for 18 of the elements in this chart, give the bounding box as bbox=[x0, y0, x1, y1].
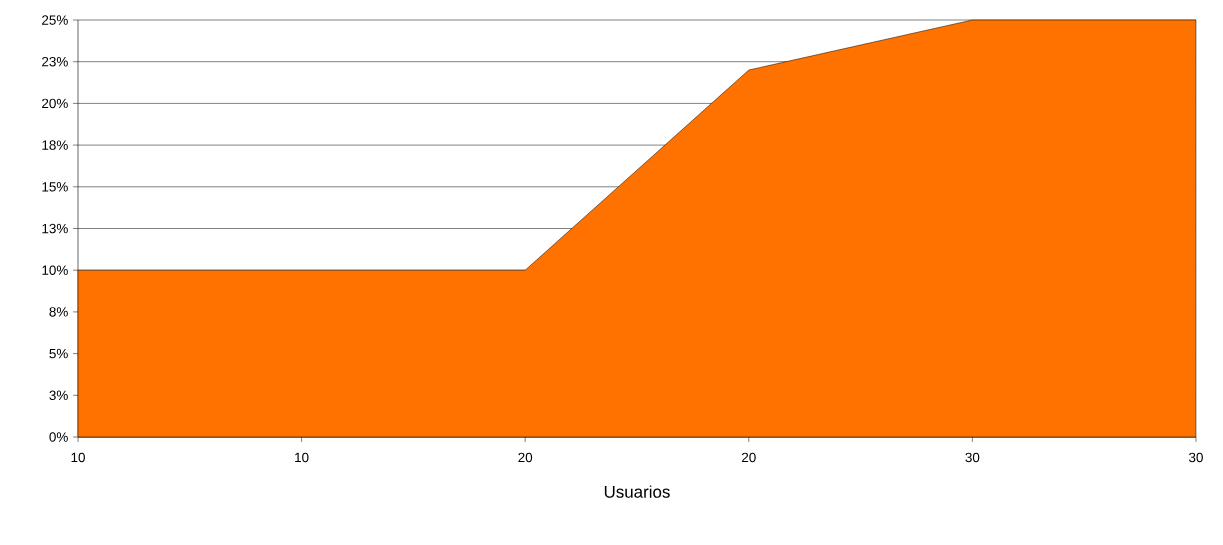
y-tick-label: 10% bbox=[42, 265, 68, 275]
y-tick-label: 8% bbox=[49, 307, 68, 317]
y-tick-label: 0% bbox=[49, 432, 68, 442]
x-tick-label: 30 bbox=[965, 452, 980, 463]
x-axis-title: Usuarios bbox=[604, 485, 670, 498]
y-tick-label: 20% bbox=[42, 98, 68, 109]
y-tick-label: 15% bbox=[42, 182, 68, 192]
x-tick-label: 30 bbox=[1188, 452, 1203, 463]
y-tick-label: 23% bbox=[42, 56, 68, 67]
y-tick-label: 18% bbox=[42, 140, 68, 150]
y-tick-label: 5% bbox=[49, 348, 68, 359]
y-tick-label: 25% bbox=[42, 15, 68, 25]
y-tick-label: 13% bbox=[42, 223, 68, 234]
x-tick-label: 20 bbox=[518, 452, 533, 463]
x-tick-label: 20 bbox=[741, 452, 756, 463]
y-tick-label: 3% bbox=[49, 390, 68, 401]
x-tick-label: 10 bbox=[71, 452, 85, 463]
x-tick-label: 10 bbox=[295, 452, 309, 463]
